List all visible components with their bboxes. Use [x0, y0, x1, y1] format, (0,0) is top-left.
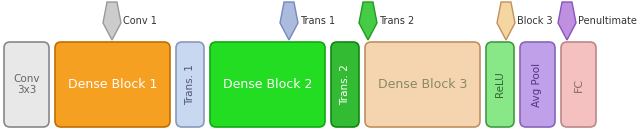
FancyBboxPatch shape — [365, 42, 480, 127]
Text: Block 3: Block 3 — [517, 16, 552, 26]
Text: Avg Pool: Avg Pool — [532, 62, 543, 107]
Text: FC: FC — [573, 77, 584, 92]
FancyBboxPatch shape — [561, 42, 596, 127]
Text: Trans 2: Trans 2 — [379, 16, 414, 26]
Text: ReLU: ReLU — [495, 72, 505, 97]
Polygon shape — [497, 2, 515, 40]
FancyBboxPatch shape — [176, 42, 204, 127]
Text: Penultimate: Penultimate — [578, 16, 637, 26]
Text: Conv
3x3: Conv 3x3 — [13, 74, 40, 95]
Polygon shape — [103, 2, 121, 40]
FancyBboxPatch shape — [210, 42, 325, 127]
Text: Dense Block 2: Dense Block 2 — [223, 78, 312, 91]
Text: Trans. 2: Trans. 2 — [340, 64, 350, 105]
Text: Trans. 1: Trans. 1 — [185, 64, 195, 105]
FancyBboxPatch shape — [4, 42, 49, 127]
FancyBboxPatch shape — [331, 42, 359, 127]
Polygon shape — [280, 2, 298, 40]
FancyBboxPatch shape — [55, 42, 170, 127]
Text: Conv 1: Conv 1 — [123, 16, 157, 26]
Text: Dense Block 1: Dense Block 1 — [68, 78, 157, 91]
FancyBboxPatch shape — [486, 42, 514, 127]
Polygon shape — [359, 2, 377, 40]
Text: Trans 1: Trans 1 — [300, 16, 335, 26]
FancyBboxPatch shape — [520, 42, 555, 127]
Polygon shape — [558, 2, 576, 40]
Text: Dense Block 3: Dense Block 3 — [378, 78, 467, 91]
